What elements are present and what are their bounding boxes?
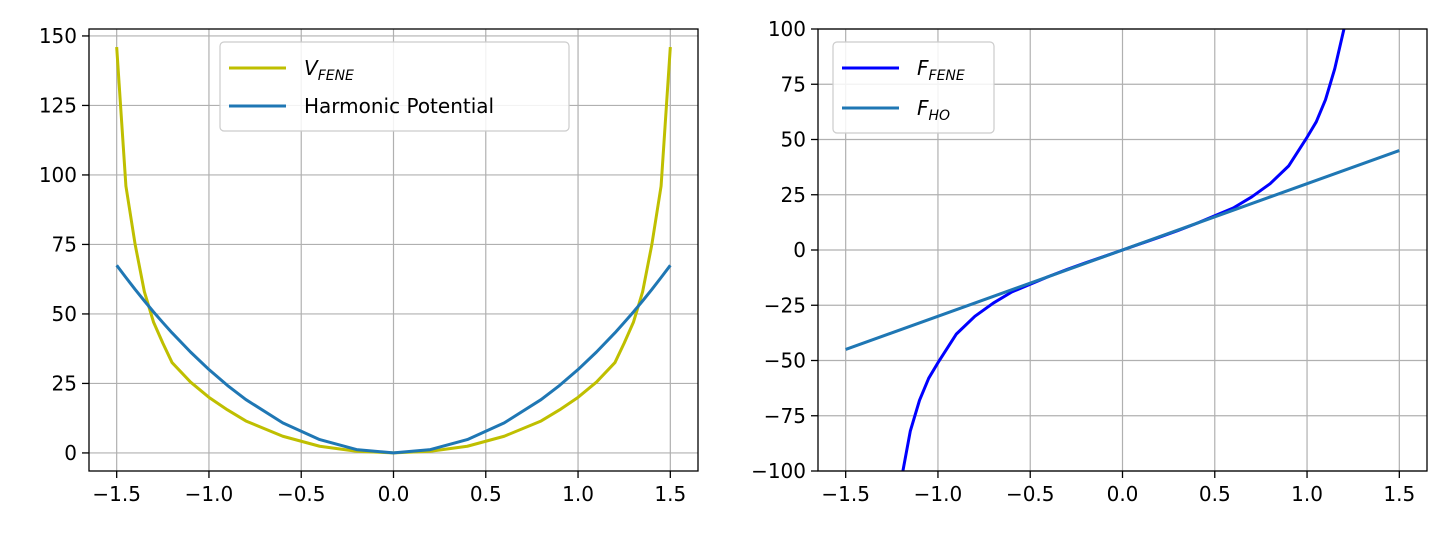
series-lines: [115, 46, 672, 455]
axis-ticks: −1.5 −1.0 −0.5 0.0 0.5 1.0 1.5 −100 −75 −50 −25 0 25…: [751, 17, 1415, 506]
y-tick-label: 25: [52, 371, 77, 395]
y-tick-label: 100: [39, 163, 77, 187]
legend-entry-ffene: FFENE: [842, 56, 965, 84]
y-tick-label: 125: [39, 93, 77, 117]
y-tick-label: 50: [781, 128, 806, 152]
series-line: [115, 264, 672, 455]
y-tick-label: 25: [781, 183, 806, 207]
x-tick-label: −1.0: [185, 482, 234, 506]
y-tick-label: 150: [39, 24, 77, 48]
x-tick-label: 1.5: [1383, 482, 1415, 506]
y-tick-label: 75: [52, 232, 77, 256]
x-tick-label: 1.0: [1291, 482, 1323, 506]
x-tick-label: 0.0: [1107, 482, 1139, 506]
x-tick-label: 0.0: [378, 482, 410, 506]
potential-chart: −1.5 −1.0 −0.5 0.0 0.5 1.0 1.5 0 25 50 75 100 125 150…: [39, 24, 699, 506]
x-tick-label: −1.5: [821, 482, 870, 506]
legend: FFENE FHO: [832, 41, 995, 134]
legend-label: FHO: [917, 96, 950, 124]
x-tick-label: −0.5: [1006, 482, 1055, 506]
x-tick-label: −1.0: [914, 482, 963, 506]
axis-ticks: −1.5 −1.0 −0.5 0.0 0.5 1.0 1.5 0 25 50 75 100 125 150: [39, 24, 686, 506]
y-tick-label: 0: [793, 238, 806, 262]
y-tick-label: 50: [52, 302, 77, 326]
legend-entry-fho: FHO: [842, 96, 950, 124]
y-tick-label: −75: [764, 404, 806, 428]
series-line: [845, 149, 1400, 351]
force-chart: −1.5 −1.0 −0.5 0.0 0.5 1.0 1.5 −100 −75 −50 −25 0 25…: [751, 17, 1428, 506]
x-tick-label: −0.5: [277, 482, 326, 506]
x-tick-label: 0.5: [1199, 482, 1231, 506]
x-tick-label: −1.5: [92, 482, 141, 506]
legend-label: FFENE: [917, 56, 965, 84]
series-lines: [845, 29, 1400, 471]
legend-box: [219, 41, 570, 132]
legend-label: VFENE: [304, 56, 354, 84]
legend-entry-harmonic: Harmonic Potential: [229, 94, 494, 118]
legend-label: Harmonic Potential: [304, 94, 494, 118]
y-tick-label: 75: [781, 72, 806, 96]
x-tick-label: 1.0: [562, 482, 594, 506]
x-tick-label: 0.5: [470, 482, 502, 506]
legend: VFENE Harmonic Potential: [219, 41, 570, 132]
y-tick-label: −25: [764, 293, 806, 317]
y-tick-label: −100: [751, 459, 806, 483]
legend-box: [832, 41, 995, 134]
y-tick-label: 0: [64, 441, 77, 465]
legend-entry-vfene: VFENE: [229, 56, 354, 84]
x-tick-label: 1.5: [654, 482, 686, 506]
y-tick-label: 100: [768, 17, 806, 41]
y-tick-label: −50: [764, 349, 806, 373]
